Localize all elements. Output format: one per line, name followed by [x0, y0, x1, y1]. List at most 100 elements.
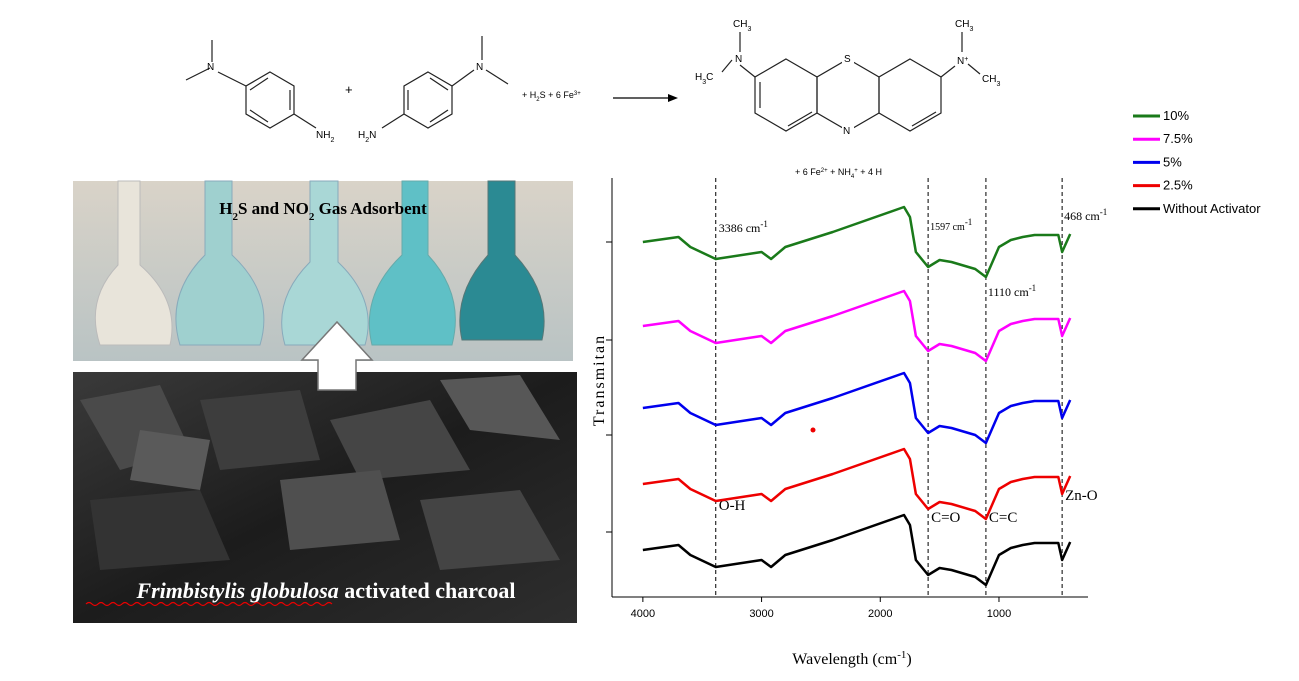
flask: [368, 180, 456, 346]
atom-label: S: [844, 54, 851, 65]
superscript: -1: [760, 219, 768, 229]
bond: [185, 67, 211, 81]
reference-label: 3386 cm-1: [719, 219, 768, 235]
photo-flasks: H2S and NO2 Gas Adsorbent: [73, 180, 573, 361]
charcoal: [90, 490, 230, 570]
atom-bg: [842, 52, 854, 64]
ring: [878, 58, 942, 132]
bond: [721, 59, 733, 73]
photo-charcoal: Frimbistylis globulosa activated charcoa…: [73, 320, 577, 623]
atom-label: C: [706, 72, 713, 83]
band-label: Zn-O: [1065, 488, 1098, 504]
ring: [245, 71, 295, 129]
atom-label: CH: [955, 19, 969, 30]
bond: [429, 109, 449, 123]
reagent: + H: [522, 90, 536, 100]
reference-label: 1110 cm-1: [988, 283, 1036, 299]
subscript: 3: [747, 26, 751, 33]
charcoal: [420, 490, 560, 570]
flask: [94, 180, 173, 346]
atom-label: H2N: [358, 130, 376, 144]
superscript: +: [854, 168, 858, 174]
atom-label: CH: [982, 74, 996, 85]
chart: Transmitan Wavelength (cm-1): [591, 178, 1088, 668]
charcoal: [130, 430, 210, 490]
band-label: C=O: [931, 510, 960, 526]
atom-label: N+: [957, 56, 968, 68]
band-label: C=C: [989, 510, 1017, 526]
superscript: 2+: [821, 168, 828, 174]
subscript: 3: [996, 81, 1000, 88]
superscript: -1: [965, 217, 973, 227]
byproduct: + NH: [828, 167, 851, 177]
atom-label: N: [476, 62, 483, 73]
flask: [175, 180, 265, 346]
atom-label: CH3: [733, 19, 751, 33]
title-part: S and NO: [238, 199, 309, 218]
x-tick-label: 3000: [749, 608, 773, 620]
atom-label: N: [843, 126, 850, 137]
bond: [485, 69, 509, 85]
atom-label: NH2: [316, 130, 334, 144]
reference-label-text: 1110 cm: [988, 285, 1029, 299]
reference-label-text: 3386 cm: [719, 221, 761, 235]
plus: +: [345, 82, 353, 97]
ring: [816, 58, 880, 132]
superscript: 3+: [574, 91, 581, 97]
series-line: [642, 205, 1072, 279]
atom-label: N: [735, 54, 742, 65]
title-part: H: [219, 199, 232, 218]
x-tick-label: 4000: [631, 608, 655, 620]
subscript: 2: [232, 211, 238, 223]
superscript: -1: [1029, 283, 1037, 293]
superscript: -1: [1100, 207, 1108, 217]
bond: [451, 69, 475, 87]
byproduct: + 6 Fe: [795, 167, 821, 177]
spell-underline: [85, 601, 333, 607]
subscript: 2: [365, 137, 369, 144]
ring: [403, 71, 453, 129]
bond: [967, 63, 981, 75]
bond: [429, 77, 449, 91]
subscript: 2: [309, 211, 315, 223]
atom-label: H: [695, 72, 702, 83]
atom-label: H: [358, 130, 365, 141]
subscript: 2: [330, 137, 334, 144]
caption-italic: Frimbistylis globulosa: [135, 578, 338, 603]
flask: [281, 180, 369, 346]
subscript: 3: [702, 79, 706, 86]
reference-label: 1597 cm-1: [930, 217, 972, 233]
bond: [940, 65, 956, 78]
title-part: Gas Adsorbent: [314, 199, 427, 218]
byproducts: + 6 Fe2+ + NH4+ + 4 H: [795, 167, 882, 180]
caption-rest: activated charcoal: [339, 578, 516, 603]
bond: [217, 71, 247, 87]
bond: [787, 111, 813, 127]
ring: [754, 58, 818, 132]
photo-caption: Frimbistylis globulosa activated charcoa…: [135, 578, 515, 603]
atom-label: NH: [316, 130, 330, 141]
x-tick-label: 1000: [987, 608, 1011, 620]
subscript: 4: [851, 174, 855, 180]
stray-dot: [810, 427, 816, 433]
charcoal: [440, 375, 560, 440]
flask: [459, 180, 545, 341]
legend-label: 7.5%: [1163, 131, 1193, 146]
atom-label: CH3: [955, 19, 973, 33]
x-axis-label: Wavelength (cm-1): [792, 649, 911, 668]
x-label-part: Wavelength (cm: [792, 651, 897, 668]
reference-label-text: 1597 cm: [930, 222, 965, 233]
y-axis-label: Transmitan: [591, 334, 608, 426]
superscript: +: [964, 56, 968, 63]
bond: [911, 111, 937, 127]
charcoal: [280, 470, 400, 550]
bond: [381, 113, 405, 129]
bond: [249, 77, 269, 91]
legend-label: 5%: [1163, 154, 1182, 169]
subscript: 2: [536, 97, 540, 103]
arrow-head: [668, 94, 678, 102]
series-line: [642, 447, 1072, 521]
legend-label: 10%: [1163, 108, 1189, 123]
series-line: [642, 513, 1072, 587]
